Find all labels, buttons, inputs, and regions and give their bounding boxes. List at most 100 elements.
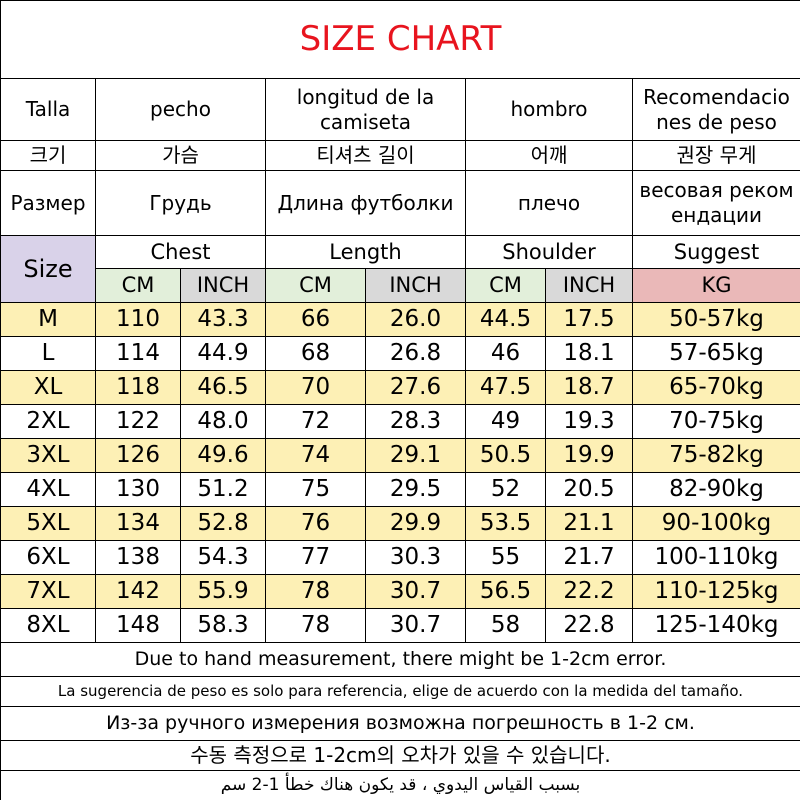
- group-label: Chest: [150, 239, 211, 264]
- data-cell: 52.8: [181, 507, 266, 541]
- data-text: 76: [300, 510, 331, 537]
- data-cell: 54.3: [181, 541, 266, 575]
- data-text: 75: [300, 476, 331, 503]
- header-cell: Длина футболки: [266, 171, 466, 236]
- header-text: Длина футболки: [277, 190, 454, 215]
- group-label: Shoulder: [502, 239, 596, 264]
- data-text: 58.3: [197, 612, 249, 639]
- header-text: nes de peso: [656, 109, 777, 134]
- data-cell: 122: [96, 405, 181, 439]
- data-text: 22.2: [563, 578, 615, 605]
- group-header: Suggest: [633, 236, 800, 269]
- data-cell: 29.5: [366, 473, 466, 507]
- note-text: Из-за ручного измерения возможна погрешн…: [106, 711, 695, 734]
- header-cell: Recomendacio nes de peso: [633, 79, 800, 141]
- data-text: 27.6: [389, 374, 442, 401]
- header-text: hombro: [510, 97, 588, 121]
- data-cell: 76: [266, 507, 366, 541]
- data-text: 8XL: [26, 612, 70, 639]
- note-cell: La sugerencia de peso es solo para refer…: [1, 677, 800, 707]
- data-cell: 3XL: [1, 439, 96, 473]
- data-cell: 148: [96, 609, 181, 643]
- data-cell: 5XL: [1, 507, 96, 541]
- data-cell: 49: [466, 405, 546, 439]
- data-text: 50.5: [479, 442, 532, 469]
- data-cell: 26.8: [366, 337, 466, 371]
- data-cell: 125-140kg: [633, 609, 800, 643]
- data-text: 21.7: [563, 544, 615, 571]
- data-text: 125-140kg: [654, 612, 779, 639]
- size-header: Size: [1, 236, 96, 303]
- data-text: 5XL: [26, 510, 70, 537]
- data-cell: 50-57kg: [633, 303, 800, 337]
- data-cell: 18.1: [546, 337, 633, 371]
- header-text: весовая реком: [639, 178, 794, 202]
- data-cell: 118: [96, 371, 181, 405]
- unit-label: CM: [299, 273, 332, 298]
- data-cell: 2XL: [1, 405, 96, 439]
- data-cell: 114: [96, 337, 181, 371]
- data-cell: 28.3: [366, 405, 466, 439]
- data-text: 17.5: [563, 306, 615, 333]
- unit-label: INCH: [196, 273, 250, 298]
- data-cell: 44.5: [466, 303, 546, 337]
- note-text: Due to hand measurement, there might be …: [134, 647, 667, 670]
- data-cell: 138: [96, 541, 181, 575]
- data-text: 44.9: [197, 340, 249, 367]
- data-cell: 75-82kg: [633, 439, 800, 473]
- data-cell: 46: [466, 337, 546, 371]
- data-cell: 56.5: [466, 575, 546, 609]
- data-text: 122: [116, 408, 160, 435]
- header-text: pecho: [150, 97, 211, 121]
- data-text: 130: [116, 476, 160, 503]
- unit-header: KG: [633, 269, 800, 303]
- group-header: Length: [266, 236, 466, 269]
- data-cell: 18.7: [546, 371, 633, 405]
- data-cell: 142: [96, 575, 181, 609]
- note-text: 수동 측정으로 1-2cm의 오차가 있을 수 있습니다.: [190, 743, 611, 767]
- data-text: 48.0: [197, 408, 249, 435]
- unit-header: CM: [266, 269, 366, 303]
- data-text: 18.7: [563, 374, 615, 401]
- data-text: 30.7: [389, 578, 442, 605]
- data-text: 29.9: [389, 510, 442, 537]
- unit-header: INCH: [546, 269, 633, 303]
- data-text: 19.3: [563, 408, 615, 435]
- data-text: 43.3: [197, 306, 249, 333]
- data-cell: 55: [466, 541, 546, 575]
- data-cell: 65-70kg: [633, 371, 800, 405]
- data-cell: 68: [266, 337, 366, 371]
- data-text: 30.3: [389, 544, 442, 571]
- data-text: 26.0: [389, 306, 442, 333]
- data-cell: 17.5: [546, 303, 633, 337]
- data-text: L: [41, 340, 55, 367]
- data-cell: 47.5: [466, 371, 546, 405]
- header-cell: longitud de la camiseta: [266, 79, 466, 141]
- data-text: 70: [300, 374, 331, 401]
- data-text: 52: [490, 476, 521, 503]
- data-text: 57-65kg: [669, 340, 764, 367]
- data-text: M: [38, 306, 58, 333]
- data-cell: 51.2: [181, 473, 266, 507]
- data-cell: 6XL: [1, 541, 96, 575]
- data-text: 56.5: [479, 578, 532, 605]
- data-cell: 44.9: [181, 337, 266, 371]
- data-cell: 19.9: [546, 439, 633, 473]
- data-text: 29.5: [389, 476, 442, 503]
- header-cell: Грудь: [96, 171, 266, 236]
- data-text: 78: [300, 612, 331, 639]
- unit-label: INCH: [562, 273, 616, 298]
- group-label: Length: [329, 239, 402, 264]
- unit-label: KG: [701, 273, 732, 298]
- data-text: 142: [116, 578, 160, 605]
- data-cell: 130: [96, 473, 181, 507]
- group-header: Shoulder: [466, 236, 633, 269]
- data-text: 19.9: [563, 442, 615, 469]
- header-text: плечо: [517, 190, 581, 215]
- data-text: 77: [300, 544, 331, 571]
- data-text: 68: [300, 340, 331, 367]
- data-cell: 55.9: [181, 575, 266, 609]
- data-cell: 50.5: [466, 439, 546, 473]
- data-text: 6XL: [26, 544, 70, 571]
- group-header: Chest: [96, 236, 266, 269]
